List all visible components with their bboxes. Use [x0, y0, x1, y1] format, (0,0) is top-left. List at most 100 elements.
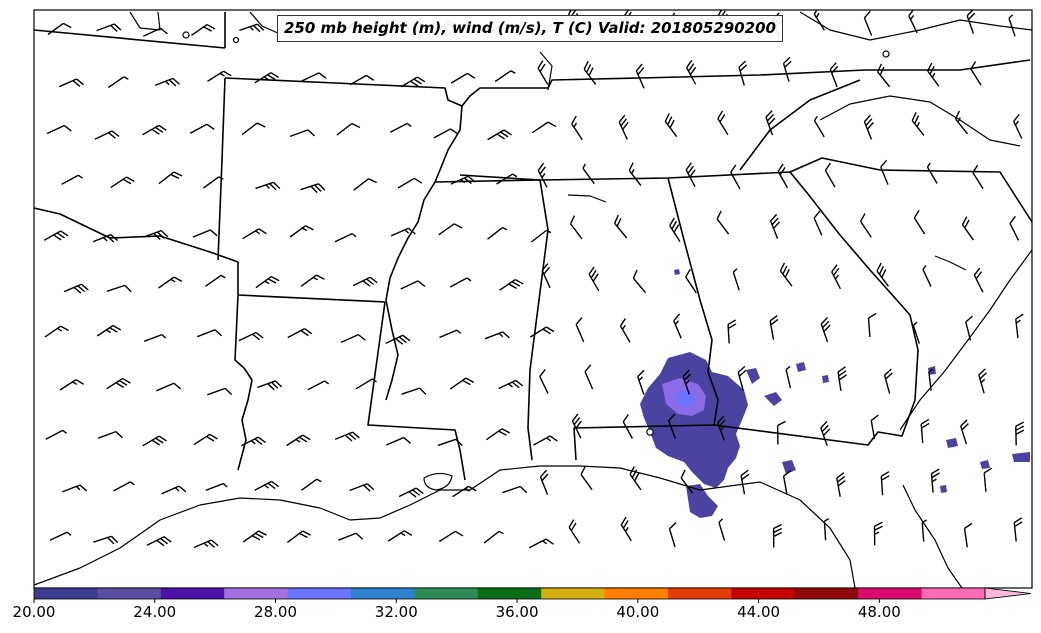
wind-barb — [537, 60, 549, 85]
wind-barb — [1013, 113, 1023, 139]
wind-barb — [680, 469, 694, 494]
wind-barb — [498, 379, 524, 390]
wind-barb — [334, 431, 360, 442]
wind-barb — [669, 217, 681, 242]
wind-barb — [300, 274, 325, 287]
coastline — [34, 11, 1032, 588]
wind-barb — [287, 328, 313, 339]
wind-barb — [397, 177, 423, 189]
wind-barb — [242, 228, 267, 240]
colorbar-tick-label: 44.00 — [737, 603, 781, 621]
colorbar-segment — [858, 588, 923, 599]
wind-barb — [970, 61, 982, 86]
wind-barb — [142, 435, 167, 447]
wind-barb — [487, 226, 508, 240]
wind-barb — [334, 232, 357, 243]
wind-barb — [727, 319, 737, 344]
wind-barb — [836, 472, 846, 497]
wind-barb — [880, 471, 890, 496]
colorbar-segment — [224, 588, 289, 599]
wind-barb — [113, 481, 135, 492]
wind-barb — [769, 314, 779, 340]
wind-barb — [927, 62, 940, 87]
wind-barb — [158, 171, 183, 185]
wind-barb — [289, 225, 314, 238]
wind-barb — [782, 470, 792, 495]
wind-barb — [965, 315, 973, 341]
lakes — [182, 31, 890, 436]
colorbar-segment — [604, 588, 669, 599]
wind-barb — [533, 435, 558, 446]
colorbar-tick-label: 40.00 — [616, 603, 660, 621]
wind-barb — [765, 110, 776, 136]
wind-barb — [831, 264, 842, 290]
wind-barb — [146, 536, 172, 547]
wind-barb — [920, 418, 930, 444]
wind-barb — [58, 78, 84, 88]
colorbar-segment — [921, 588, 986, 599]
wind-barb — [972, 164, 984, 190]
wind-barb — [732, 268, 740, 291]
wind-barb — [782, 56, 792, 82]
wind-barb — [620, 516, 632, 542]
colorbar-tick-label: 32.00 — [374, 603, 418, 621]
wind-barb — [238, 331, 264, 342]
wind-barb — [876, 262, 889, 287]
wind-barb — [62, 484, 88, 493]
wind-barb — [203, 176, 224, 189]
wind-barb — [1015, 421, 1025, 446]
wind-barb — [528, 538, 554, 549]
wind-barb — [769, 213, 781, 239]
wind-barb — [580, 466, 593, 491]
wind-barb — [143, 27, 168, 37]
wind-barb — [433, 128, 459, 139]
wind-barb — [777, 163, 789, 189]
wind-barb — [47, 22, 72, 36]
wind-barb — [386, 436, 412, 446]
wind-barb — [143, 229, 169, 241]
wind-barb — [204, 274, 226, 287]
wind-barb — [59, 379, 85, 391]
wind-barb — [1013, 517, 1023, 542]
wind-barb — [730, 164, 741, 190]
wind-barb — [254, 72, 279, 84]
wind-barb — [385, 334, 411, 345]
colorbar-segment — [414, 588, 479, 599]
wind-barb — [338, 532, 364, 541]
colorbar-tick-label: 28.00 — [254, 603, 297, 621]
wind-barb — [390, 227, 416, 237]
wind-barb — [349, 483, 375, 492]
wind-barb — [49, 531, 72, 541]
wind-barb — [584, 364, 594, 390]
wind-barb — [673, 313, 682, 339]
wind-barb — [568, 519, 581, 544]
wind-barb — [541, 263, 551, 289]
wind-barb — [97, 430, 123, 439]
wind-barb — [776, 420, 786, 445]
wind-barb — [588, 266, 600, 292]
wind-barb — [400, 280, 426, 290]
wind-barb — [978, 368, 987, 394]
wind-barb — [43, 230, 69, 241]
wind-barb — [197, 329, 223, 338]
wind-barb — [437, 438, 463, 447]
wind-barb — [873, 521, 883, 546]
wind-barb — [300, 183, 326, 194]
wind-barb — [571, 413, 582, 439]
wind-barb — [637, 369, 645, 395]
wind-barb — [529, 326, 555, 338]
colorbar-segment — [287, 588, 352, 599]
wind-barb — [883, 368, 893, 394]
wind-barb — [485, 428, 511, 441]
colorbar-segment — [34, 588, 98, 599]
wind-barb — [438, 530, 464, 543]
wind-barb — [389, 122, 412, 133]
wind-barb — [484, 331, 510, 340]
wind-barb — [193, 539, 219, 549]
wind-barb — [632, 269, 647, 294]
wind-barb — [628, 162, 642, 187]
wind-barb — [286, 530, 311, 543]
wind-barb — [813, 210, 823, 236]
colorbar-tick-label: 48.00 — [857, 603, 901, 621]
colorbar-segment — [794, 588, 859, 599]
